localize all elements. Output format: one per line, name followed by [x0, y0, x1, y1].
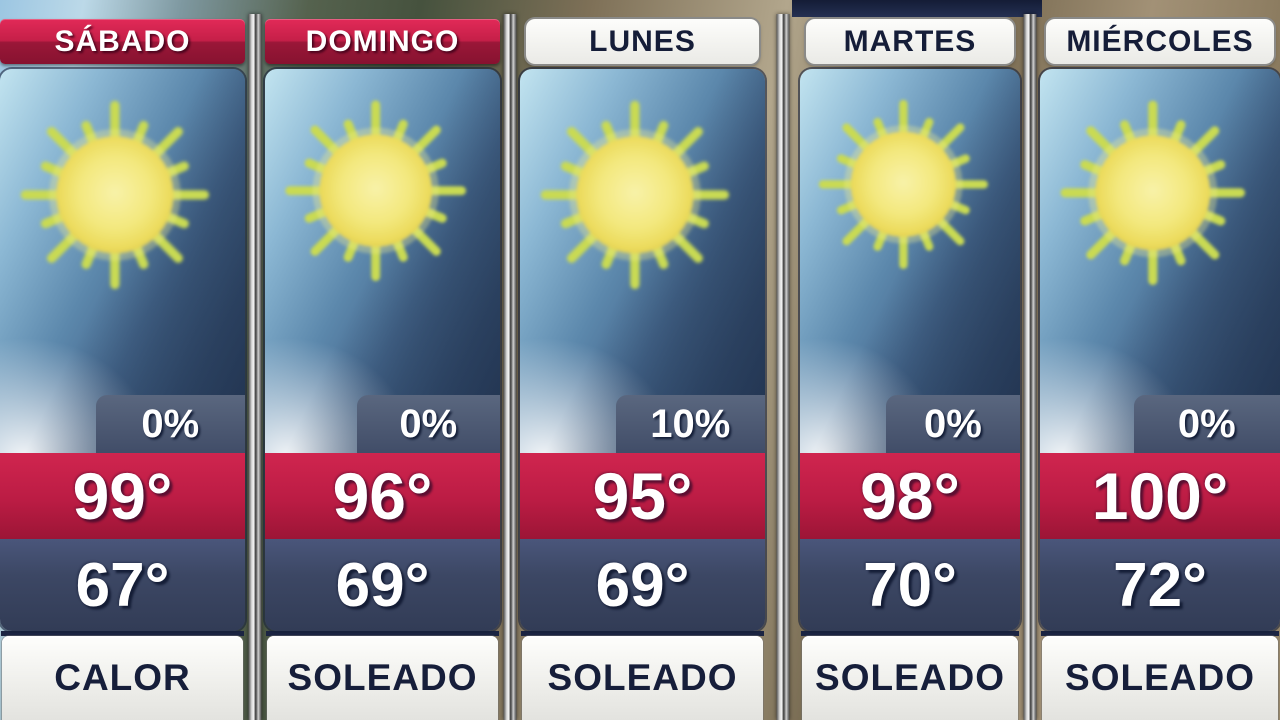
high-temp-band: 100°	[1040, 453, 1280, 539]
low-temp: 72°	[1113, 550, 1207, 620]
sun-icon	[532, 92, 738, 298]
sky-graphic: 0%	[1040, 69, 1280, 453]
day-header: MIÉRCOLES	[1046, 19, 1274, 64]
day-name: LUNES	[589, 24, 696, 58]
low-temp: 69°	[335, 550, 430, 620]
high-temp: 98°	[860, 459, 960, 533]
high-temp: 95°	[592, 459, 693, 533]
precip-chance-badge: 0%	[1133, 395, 1280, 453]
day-header: DOMINGO	[265, 19, 500, 64]
day-name: MARTES	[843, 24, 977, 58]
condition-bar: SOLEADO	[1042, 636, 1278, 720]
high-temp-band: 96°	[265, 453, 500, 539]
high-temp: 96°	[332, 459, 433, 533]
sky-graphic: 0%	[265, 69, 500, 453]
forecast-panel: 10% 95° 69°	[520, 69, 765, 631]
precip-chance: 0%	[399, 401, 458, 446]
condition-bar: SOLEADO	[267, 636, 498, 720]
divider-strip	[801, 631, 1019, 636]
forecast-column-sabado: SÁBADO 0% 99° 67° CALOR	[0, 0, 245, 720]
sky-graphic: 10%	[520, 69, 765, 453]
forecast-column-lunes: LUNES 10% 95° 69° SOLEADO	[520, 0, 765, 720]
day-header: SÁBADO	[0, 19, 245, 64]
low-temp-band: 72°	[1040, 539, 1280, 631]
precip-chance-badge: 10%	[615, 395, 765, 453]
high-temp: 99°	[72, 459, 173, 533]
forecast-panel: 0% 98° 70°	[800, 69, 1020, 631]
precip-chance: 0%	[924, 401, 982, 446]
sky-graphic: 0%	[0, 69, 245, 453]
high-temp-band: 98°	[800, 453, 1020, 539]
sun-icon	[12, 92, 218, 298]
divider-strip	[1041, 631, 1279, 636]
condition-bar: SOLEADO	[802, 636, 1018, 720]
precip-chance-badge: 0%	[95, 395, 245, 453]
sun-icon	[277, 92, 474, 289]
column-divider	[765, 0, 800, 720]
sun-icon	[811, 92, 996, 277]
high-temp: 100°	[1091, 459, 1229, 533]
low-temp: 70°	[863, 550, 957, 620]
divider-strip	[1, 631, 244, 636]
low-temp-band: 69°	[520, 539, 765, 631]
column-divider	[500, 0, 520, 720]
divider-strip	[521, 631, 764, 636]
low-temp-band: 70°	[800, 539, 1020, 631]
column-divider	[245, 0, 265, 720]
forecast-column-miercoles: MIÉRCOLES 0% 100° 72° SOLEADO	[1040, 0, 1280, 720]
forecast-column-martes: MARTES 0% 98° 70° SOLEADO	[792, 0, 1042, 720]
day-header: LUNES	[526, 19, 759, 64]
precip-row: 0%	[265, 395, 500, 453]
precip-chance: 10%	[650, 401, 731, 446]
metal-divider-bar	[503, 14, 517, 720]
sky-graphic: 0%	[800, 69, 1020, 453]
condition-label: CALOR	[54, 657, 191, 698]
precip-chance: 0%	[1177, 401, 1236, 446]
day-header: MARTES	[806, 19, 1014, 64]
condition-bar: SOLEADO	[522, 636, 763, 720]
precip-row: 10%	[520, 395, 765, 453]
precip-row: 0%	[0, 395, 245, 453]
high-temp-band: 99°	[0, 453, 245, 539]
low-temp: 67°	[75, 550, 170, 620]
forecast-column-domingo: DOMINGO 0% 96° 69° SOLEADO	[265, 0, 500, 720]
day-name: MIÉRCOLES	[1066, 24, 1254, 58]
condition-label: SOLEADO	[1065, 657, 1255, 698]
precip-row: 0%	[800, 395, 1020, 453]
condition-label: SOLEADO	[287, 657, 478, 698]
day-name: SÁBADO	[54, 24, 191, 58]
sun-icon	[1052, 92, 1254, 294]
precip-chance-badge: 0%	[356, 395, 500, 453]
low-temp-band: 69°	[265, 539, 500, 631]
high-temp-band: 95°	[520, 453, 765, 539]
forecast-panel: 0% 100° 72°	[1040, 69, 1280, 631]
forecast-panel: 0% 96° 69°	[265, 69, 500, 631]
precip-chance: 0%	[141, 401, 200, 446]
condition-label: SOLEADO	[547, 657, 738, 698]
column-divider	[1020, 0, 1040, 720]
low-temp-band: 67°	[0, 539, 245, 631]
precip-row: 0%	[1040, 395, 1280, 453]
precip-chance-badge: 0%	[885, 395, 1020, 453]
low-temp: 69°	[595, 550, 690, 620]
metal-divider-bar	[248, 14, 262, 720]
condition-bar: CALOR	[2, 636, 243, 720]
condition-label: SOLEADO	[815, 657, 1005, 698]
metal-divider-bar	[776, 14, 789, 720]
divider-strip	[266, 631, 499, 636]
day-name: DOMINGO	[305, 24, 460, 58]
forecast-panel: 0% 99° 67°	[0, 69, 245, 631]
metal-divider-bar	[1023, 14, 1037, 720]
